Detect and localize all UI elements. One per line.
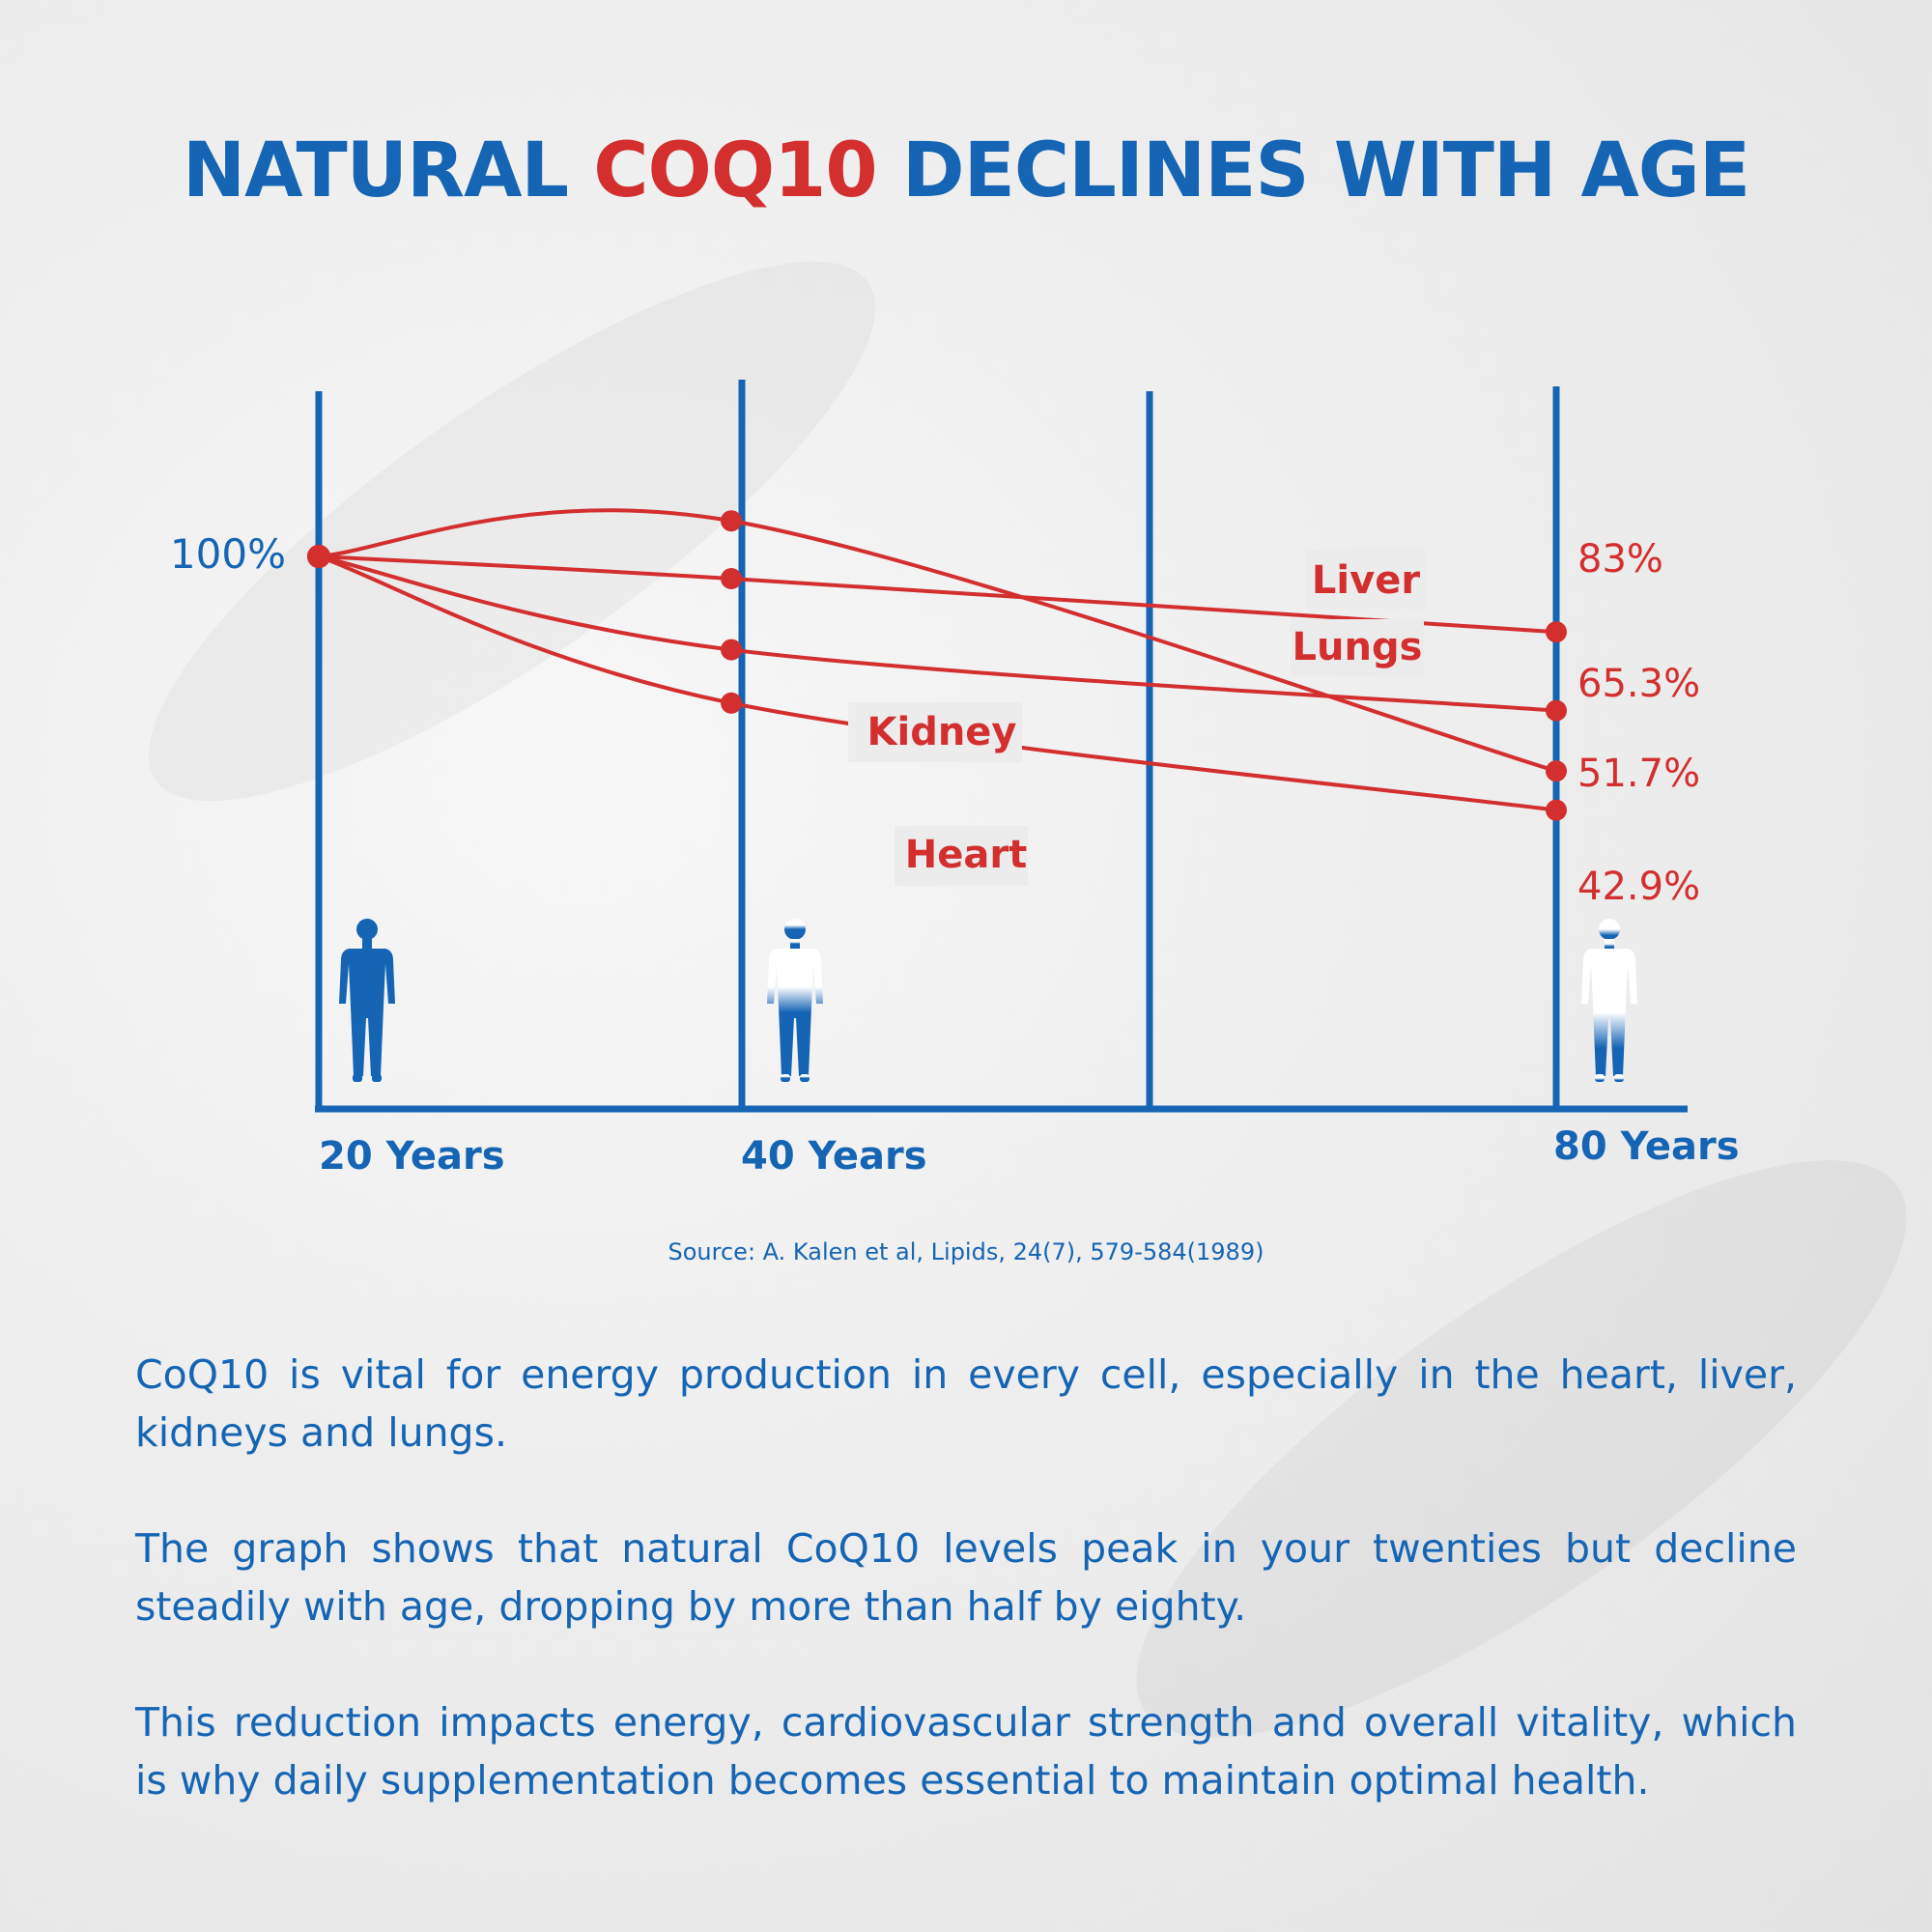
source-citation: Source: A. Kalen et al, Lipids, 24(7), 5… — [668, 1238, 1264, 1265]
x-label-40-years: 40 Years — [741, 1134, 927, 1179]
data-point-lungs — [1546, 760, 1567, 782]
x-label-80-years: 80 Years — [1553, 1124, 1740, 1169]
data-point-heart — [1546, 799, 1567, 821]
data-point-kidney — [721, 639, 742, 661]
series-points — [307, 510, 1567, 821]
series-label-liver: Liver — [1312, 558, 1420, 603]
x-label-20-years: 20 Years — [319, 1134, 505, 1179]
series-line-lungs — [318, 508, 1557, 774]
series-labels: Liver Lungs Kidney Heart — [848, 550, 1426, 886]
series-line-kidney — [318, 554, 1557, 713]
data-point-heart — [721, 692, 742, 714]
series-line-heart — [318, 554, 1557, 812]
chart-axes — [315, 380, 1688, 1113]
page-title: NATURAL COQ10 DECLINES WITH AGE — [0, 128, 1932, 214]
y-tick-label-100: 100% — [170, 530, 286, 578]
paragraph-2: The graph shows that natural CoQ10 level… — [135, 1525, 1797, 1630]
paragraph-3: This reduction impacts energy, cardiovas… — [135, 1699, 1797, 1804]
data-point-heart — [307, 545, 330, 568]
data-point-kidney — [1546, 699, 1567, 722]
title-highlight: COQ10 — [593, 128, 877, 214]
series-label-kidney: Kidney — [867, 710, 1016, 754]
x-axis-labels: 20 Years 40 Years 80 Years — [319, 1124, 1740, 1179]
series-label-lungs: Lungs — [1293, 625, 1423, 669]
series-lines — [318, 508, 1557, 812]
person-full-icon — [339, 919, 395, 1082]
title-part1: NATURAL — [182, 128, 594, 214]
data-point-lungs — [721, 510, 742, 532]
end-label-liver: 83% — [1577, 537, 1663, 582]
person-partial-icon — [767, 919, 823, 1082]
person-low-icon — [1581, 919, 1637, 1082]
data-point-liver — [1546, 621, 1567, 643]
paragraph-1: CoQ10 is vital for energy production in … — [135, 1351, 1797, 1456]
title-part2: DECLINES WITH AGE — [876, 128, 1750, 214]
series-label-heart: Heart — [905, 833, 1027, 877]
end-label-lungs: 51.7% — [1577, 752, 1700, 796]
data-point-liver — [721, 568, 742, 589]
end-value-labels: 83% 65.3% 51.7% 42.9% — [1577, 537, 1700, 909]
end-label-kidney: 65.3% — [1577, 662, 1700, 706]
end-label-heart: 42.9% — [1577, 865, 1700, 909]
